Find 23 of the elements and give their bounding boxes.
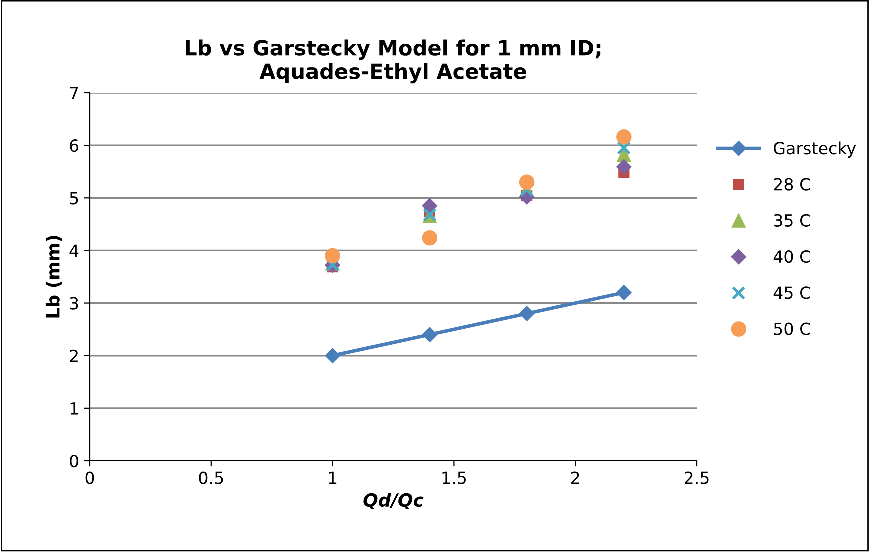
x-tick-label: 1 bbox=[329, 472, 337, 484]
y-axis-title: Lb (mm) bbox=[46, 236, 62, 318]
legend-label: 45 C bbox=[774, 286, 810, 300]
y-tick-label: 7 bbox=[70, 87, 78, 100]
y-tick-label: 0 bbox=[70, 454, 78, 468]
y-tick-label: 3 bbox=[70, 297, 78, 310]
legend-label: 50 C bbox=[774, 322, 810, 336]
x-tick-label: 2 bbox=[572, 472, 580, 484]
y-tick-label: 4 bbox=[70, 244, 79, 258]
x-tick-label: 0 bbox=[86, 472, 94, 484]
y-tick-label: 2 bbox=[70, 350, 78, 362]
x-tick-label: 2.5 bbox=[684, 472, 709, 484]
y-tick-label: 6 bbox=[70, 140, 79, 152]
x-tick-label: 1.5 bbox=[442, 472, 466, 484]
x-tick-label: 0.5 bbox=[199, 472, 224, 484]
legend-label: Garstecky bbox=[774, 142, 856, 158]
y-tick-label: 1 bbox=[70, 402, 78, 415]
legend-label: 28 C bbox=[774, 178, 810, 191]
legend-label: 40 C bbox=[774, 250, 810, 264]
y-tick-label: 5 bbox=[70, 192, 78, 205]
chart-title: Lb vs Garstecky Model for 1 mm ID; Aquades-Ethyl Acetate bbox=[186, 40, 601, 84]
legend-label: 35 C bbox=[774, 214, 810, 227]
x-axis-title: Qd/Qc bbox=[364, 493, 424, 510]
